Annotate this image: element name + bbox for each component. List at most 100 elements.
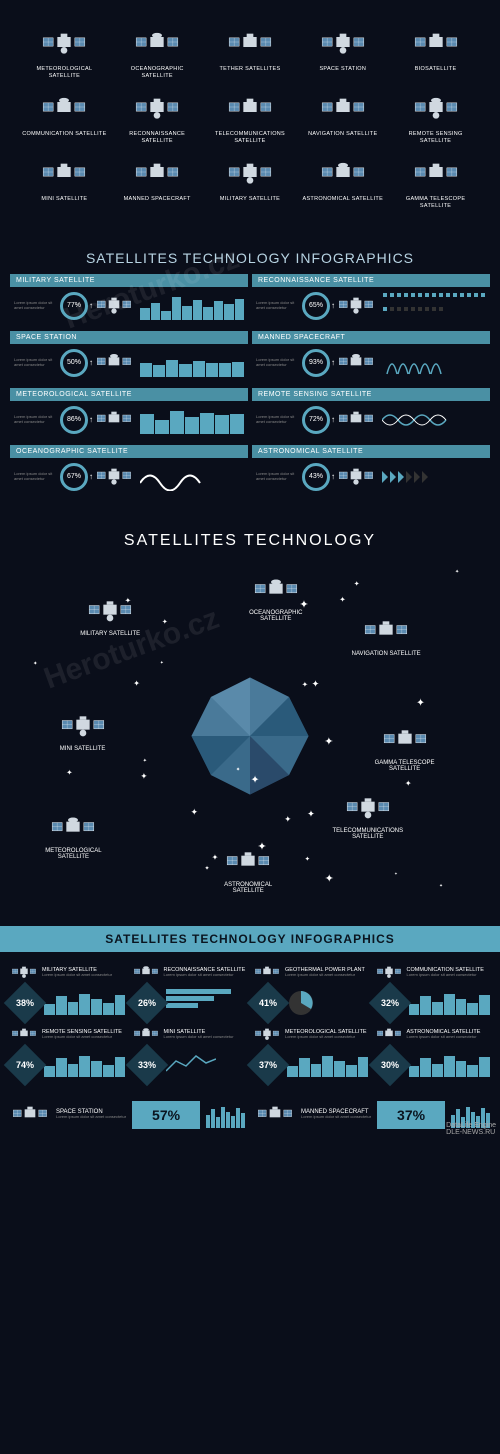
satellite-icon — [223, 844, 273, 880]
mini-chart — [44, 989, 126, 1017]
lorem-text: Lorem ipsum dolor sit amet consectetur — [14, 301, 54, 311]
satellite-icon — [85, 593, 135, 629]
stat-card: GEOTHERMAL POWER PLANTLorem ipsum dolor … — [253, 962, 369, 1018]
stat-card-grid: MILITARY SATELLITELorem ipsum dolor sit … — [0, 952, 500, 1090]
info-panel: ASTRONOMICAL SATELLITE Lorem ipsum dolor… — [252, 445, 490, 496]
info-panel: MILITARY SATELLITE Lorem ipsum dolor sit… — [10, 274, 248, 325]
lorem-text: Lorem ipsum dolor sit amet consectetur — [42, 973, 112, 978]
satellite-icon — [48, 810, 98, 846]
mini-chart — [409, 1051, 491, 1079]
satellite-icon — [39, 22, 89, 62]
chevron-chart — [382, 471, 428, 483]
satellite-item: REMOTE SENSING SATELLITE — [393, 87, 478, 144]
satellite-item: MILITARY SATELLITE — [208, 152, 293, 209]
star-icon: ✦ — [324, 735, 333, 748]
bar-chart — [140, 349, 244, 377]
satellite-item: BIOSATELLITE — [393, 22, 478, 79]
satellite-label: TELECOMMUNICATIONS SATELLITE — [208, 131, 293, 144]
percent-ring: 77%↑ — [60, 292, 88, 320]
star-icon: ✦ — [455, 570, 459, 575]
mini-chart — [44, 1051, 126, 1079]
mini-chart — [166, 1051, 248, 1079]
stat-card: MINI SATELLITELorem ipsum dolor sit amet… — [132, 1024, 248, 1080]
lorem-text: Lorem ipsum dolor sit amet consectetur — [301, 1115, 371, 1120]
info-panel: REMOTE SENSING SATELLITE Lorem ipsum dol… — [252, 388, 490, 439]
satellite-label: BIOSATELLITE — [415, 66, 457, 73]
satellite-icon — [94, 405, 134, 435]
stat-card: MILITARY SATELLITELorem ipsum dolor sit … — [10, 962, 126, 1018]
lorem-text: Lorem ipsum dolor sit amet consectetur — [164, 1035, 234, 1040]
bottom-stat: SPACE STATIONLorem ipsum dolor sit amet … — [10, 1100, 245, 1130]
panel-header: SPACE STATION — [10, 331, 248, 344]
star-icon: ✦ — [251, 774, 260, 786]
lorem-text: Lorem ipsum dolor sit amet consectetur — [56, 1115, 126, 1120]
star-icon: ✦ — [236, 767, 241, 773]
lorem-text: Lorem ipsum dolor sit amet consectetur — [285, 973, 365, 978]
star-icon: ✦ — [143, 758, 147, 764]
satellite-item: SPACE STATION — [300, 22, 385, 79]
panel-header: MANNED SPACECRAFT — [252, 331, 490, 344]
satellite-icon — [361, 613, 411, 649]
bar-chart — [206, 1102, 245, 1128]
satellite-label: TELECOMMUNICATIONS SATELLITE — [333, 828, 404, 840]
satellite-icon — [132, 152, 182, 192]
orbit-section: Heroturko.cz SATELLITES TECHNOLOGY ✦✦✦✦✦… — [0, 512, 500, 926]
satellite-icon — [318, 87, 368, 127]
satellite-label: NAVIGATION SATELLITE — [352, 651, 421, 657]
satellite-icon — [336, 462, 376, 492]
lorem-text: Lorem ipsum dolor sit amet consectetur — [42, 1035, 122, 1040]
satellite-icon — [411, 22, 461, 62]
bottom-stat-row: SPACE STATIONLorem ipsum dolor sit amet … — [0, 1090, 500, 1140]
satellite-label: SPACE STATION — [319, 66, 366, 73]
percent-diamond: 26% — [125, 981, 167, 1023]
star-icon: ✦ — [33, 661, 38, 667]
info-panel: METEOROLOGICAL SATELLITE Lorem ipsum dol… — [10, 388, 248, 439]
info-panel: SPACE STATION Lorem ipsum dolor sit amet… — [10, 331, 248, 382]
satellite-icon — [132, 962, 160, 984]
satellite-icon — [132, 87, 182, 127]
panel-header: OCEANOGRAPHIC SATELLITE — [10, 445, 248, 458]
orbit-satellite: METEOROLOGICAL SATELLITE — [38, 810, 108, 860]
lorem-text: Lorem ipsum dolor sit amet consectetur — [407, 973, 484, 978]
percent-ring: 65%↑ — [302, 292, 330, 320]
satellite-icon — [132, 1024, 160, 1046]
star-icon: ✦ — [284, 814, 291, 825]
satellite-icon — [94, 462, 134, 492]
orbit-diagram: ✦✦✦✦✦✦✦✦✦✦✦✦✦✦✦✦✦✦✦✦✦✦✦✦✦✦✦✦✦✦ MILITARY … — [20, 566, 480, 906]
satellite-item: TELECOMMUNICATIONS SATELLITE — [208, 87, 293, 144]
satellite-icon — [380, 722, 430, 758]
satellite-icon — [10, 1024, 38, 1046]
credit-text: DataLife Engine DLE-NEWS.RU — [446, 1122, 496, 1136]
percent-badge: 37% — [377, 1101, 445, 1129]
satellite-item: OCEANOGRAPHIC SATELLITE — [115, 22, 200, 79]
satellite-label: METEOROLOGICAL SATELLITE — [22, 66, 107, 79]
stat-card: REMOTE SENSING SATELLITELorem ipsum dolo… — [10, 1024, 126, 1080]
star-icon: ✦ — [133, 679, 140, 688]
satellite-label: RECONNAISSANCE SATELLITE — [115, 131, 200, 144]
satellite-icon — [39, 152, 89, 192]
star-icon: ✦ — [325, 872, 334, 885]
star-icon: ✦ — [190, 807, 198, 818]
satellite-label: GAMMA TELESCOPE SATELLITE — [370, 760, 440, 772]
star-icon: ✦ — [160, 660, 164, 666]
wave-chart — [382, 406, 452, 434]
satellite-icon — [10, 962, 38, 984]
mini-chart — [166, 989, 248, 1017]
section-title: SATELLITES TECHNOLOGY INFOGRAPHICS — [0, 926, 500, 952]
star-icon: ✦ — [339, 595, 345, 604]
satellite-icon — [255, 1100, 295, 1130]
satellite-label: TETHER SATELLITES — [220, 66, 281, 73]
satellite-icon — [94, 291, 134, 321]
percent-ring: 67%↑ — [60, 463, 88, 491]
satellite-item: NAVIGATION SATELLITE — [300, 87, 385, 144]
star-icon: ✦ — [302, 680, 308, 689]
info-panel: RECONNAISSANCE SATELLITE Lorem ipsum dol… — [252, 274, 490, 325]
orbit-satellite: ASTRONOMICAL SATELLITE — [213, 844, 283, 894]
star-icon: ✦ — [162, 618, 168, 626]
star-icon: ✦ — [307, 809, 315, 820]
percent-ring: 43%↑ — [302, 463, 330, 491]
percent-ring: 50%↑ — [60, 349, 88, 377]
satellite-label: MILITARY SATELLITE — [220, 196, 280, 203]
orbit-satellite: TELECOMMUNICATIONS SATELLITE — [333, 790, 403, 840]
satellite-icon — [411, 87, 461, 127]
